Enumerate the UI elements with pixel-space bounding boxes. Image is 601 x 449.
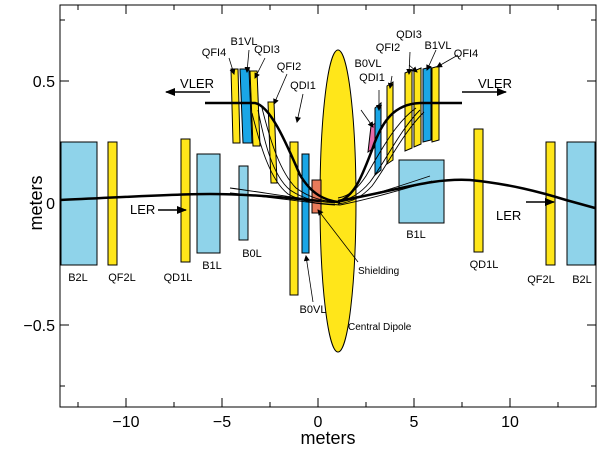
y-tick-label: 0 [46, 196, 55, 213]
magnet-b1vl-right [422, 66, 432, 143]
magnet-qd1l-left [180, 138, 191, 263]
magnet-b1l-left [196, 153, 221, 254]
plot-frame [59, 4, 597, 408]
label-qdi3-left: QDI3 [254, 44, 280, 56]
y-tick-label: 0.5 [33, 74, 55, 91]
magnet-b0vl-lower [301, 153, 310, 254]
magnet-b2l-left [60, 141, 98, 266]
label-qdi1-right: QDI1 [359, 72, 385, 84]
magnet-b1l-right [398, 159, 445, 224]
magnet-qf2l-left [107, 141, 118, 266]
magnet-qfi4-left [230, 68, 241, 144]
beam-label-vler-left: VLER [180, 76, 214, 91]
label-qfi4-left: QFI4 [202, 47, 226, 59]
magnet-qdi3-right [413, 67, 422, 148]
label-qd1l-right: QD1L [470, 259, 499, 271]
x-tick-label: 5 [410, 414, 419, 431]
label-qf2l-right: QF2L [527, 274, 555, 286]
label-b2l-right: B2L [572, 274, 592, 286]
label-central-dipole: Central Dipole [348, 322, 412, 333]
label-b1vl-right: B1VL [425, 40, 452, 52]
beam-lines-main [59, 101, 596, 210]
label-b0vl-upper: B0VL [355, 58, 382, 70]
x-tick-label: 10 [501, 414, 519, 431]
x-tick-label: 0 [314, 414, 323, 431]
label-shielding: Shielding [358, 266, 399, 277]
label-b1l-right: B1L [406, 229, 426, 241]
beam-label-vler-right: VLER [478, 76, 512, 91]
label-qdi3-right: QDI3 [396, 29, 422, 41]
magnet-qf2l-right [545, 141, 556, 266]
label-leaders [228, 49, 459, 303]
label-qfi2-right: QFI2 [376, 42, 400, 54]
x-tick-label: −5 [213, 414, 231, 431]
magnet-qfi2-right [404, 69, 413, 152]
label-b1vl-left: B1VL [231, 36, 258, 48]
label-b0l: B0L [242, 248, 262, 260]
x-axis-label: meters [300, 428, 355, 448]
magnet-qdi3-left [249, 70, 261, 147]
label-qf2l-left: QF2L [108, 272, 136, 284]
magnet-qdi-lower-left [289, 141, 299, 296]
beam-label-ler-right: LER [496, 208, 521, 223]
label-qdi1-left: QDI1 [290, 80, 316, 92]
magnet-qd1l-right [473, 128, 484, 253]
y-axis-label: meters [26, 175, 46, 230]
magnet-b0l [238, 165, 249, 241]
label-b1l-left: B1L [202, 260, 222, 272]
beam-label-ler-left: LER [130, 202, 155, 217]
label-qfi2-left: QFI2 [277, 61, 301, 73]
label-qfi4-right: QFI4 [454, 48, 478, 60]
y-tick-label: −0.5 [23, 318, 55, 335]
label-b0vl-lower: B0VL [300, 304, 327, 316]
x-tick-label: −10 [112, 414, 139, 431]
label-qd1l-left: QD1L [164, 272, 193, 284]
label-b2l-left: B2L [68, 272, 88, 284]
